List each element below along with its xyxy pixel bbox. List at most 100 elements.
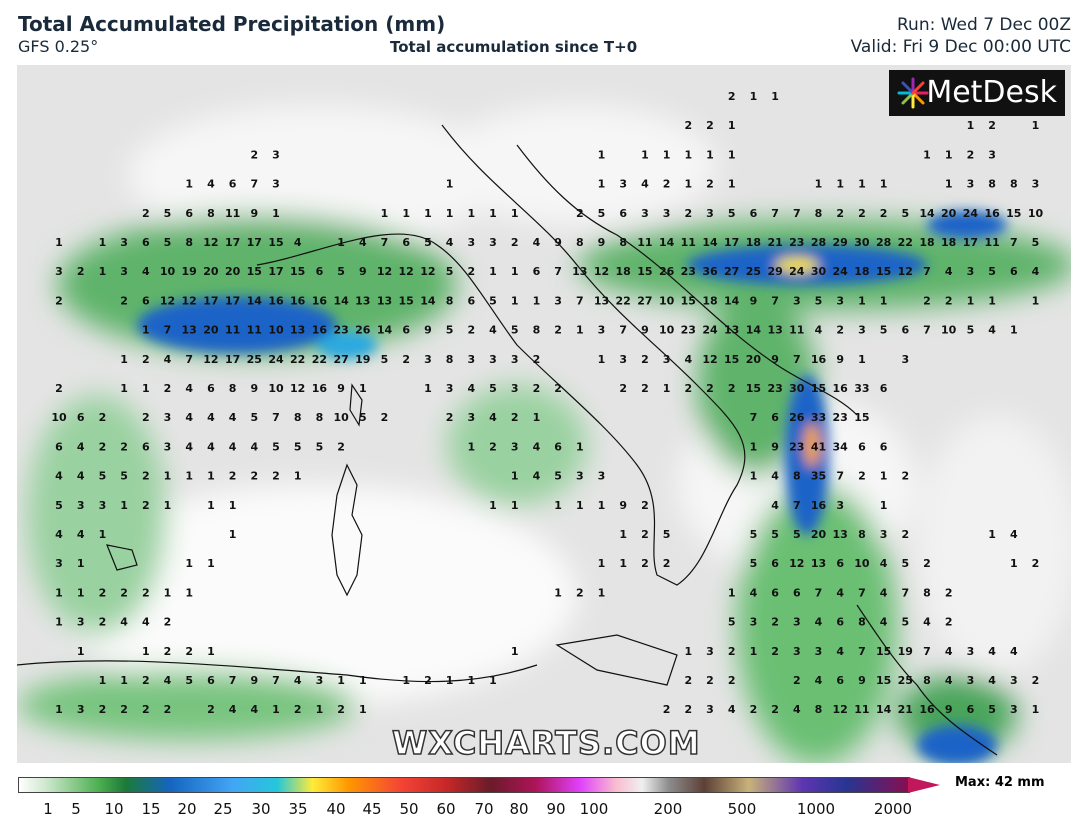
grid-value: 4 [945, 645, 953, 658]
grid-value: 1 [576, 499, 584, 512]
grid-value: 13 [594, 294, 609, 307]
grid-value: 7 [619, 324, 627, 337]
grid-value: 4 [1010, 645, 1018, 658]
grid-value: 6 [619, 207, 627, 220]
colorbar-label: 200 [653, 800, 683, 818]
grid-value: 9 [771, 440, 779, 453]
grid-value: 20 [225, 265, 241, 278]
grid-value: 2 [706, 382, 714, 395]
grid-value: 3 [967, 265, 975, 278]
grid-value: 14 [724, 294, 740, 307]
grid-value: 3 [120, 236, 128, 249]
grid-value: 13 [290, 324, 305, 337]
grid-value: 2 [641, 353, 649, 366]
grid-value: 1 [663, 382, 671, 395]
grid-value: 3 [706, 645, 714, 658]
grid-value: 1 [316, 703, 324, 716]
grid-value: 6 [836, 557, 844, 570]
grid-value: 3 [77, 703, 85, 716]
grid-value: 8 [923, 674, 931, 687]
grid-value: 15 [876, 645, 891, 658]
grid-value: 9 [619, 499, 627, 512]
grid-value: 8 [988, 178, 996, 191]
grid-value: 1 [120, 382, 128, 395]
grid-value: 2 [923, 557, 931, 570]
max-label: Max: 42 mm [955, 775, 1045, 790]
grid-value: 1 [554, 499, 562, 512]
grid-value: 17 [963, 236, 978, 249]
grid-value: 2 [663, 703, 671, 716]
grid-value: 1 [77, 557, 85, 570]
grid-value: 1 [359, 703, 367, 716]
grid-value: 4 [641, 178, 649, 191]
grid-value: 18 [919, 236, 934, 249]
grid-value: 4 [815, 674, 823, 687]
grid-value: 3 [641, 207, 649, 220]
grid-value: 4 [55, 470, 63, 483]
grid-value: 2 [619, 382, 627, 395]
grid-value: 13 [811, 557, 826, 570]
grid-value: 1 [185, 178, 193, 191]
grid-value: 12 [702, 353, 717, 366]
grid-value: 9 [836, 353, 844, 366]
colorbar-label: 500 [727, 800, 757, 818]
grid-value: 18 [941, 236, 956, 249]
grid-value: 3 [619, 178, 627, 191]
grid-value: 6 [142, 294, 150, 307]
grid-value: 1 [489, 265, 497, 278]
grid-value: 1 [511, 265, 519, 278]
grid-value: 1 [55, 586, 63, 599]
grid-value: 6 [793, 586, 801, 599]
grid-value: 2 [706, 674, 714, 687]
grid-value: 17 [225, 294, 240, 307]
grid-value: 1 [880, 499, 888, 512]
grid-value: 16 [833, 382, 849, 395]
grid-value: 3 [164, 411, 172, 424]
grid-value: 5 [164, 207, 172, 220]
grid-value: 19 [898, 645, 913, 658]
grid-value: 9 [598, 236, 606, 249]
grid-value: 2 [1032, 674, 1040, 687]
grid-value: 8 [185, 236, 193, 249]
grid-value: 4 [815, 616, 823, 629]
grid-value: 4 [923, 616, 931, 629]
grid-value: 15 [1006, 207, 1021, 220]
grid-value: 1 [272, 207, 280, 220]
grid-value: 1 [988, 528, 996, 541]
grid-value: 6 [142, 236, 150, 249]
grid-value: 1 [511, 207, 519, 220]
grid-value: 1 [728, 119, 736, 132]
grid-value: 5 [598, 207, 606, 220]
grid-value: 5 [880, 324, 888, 337]
grid-value: 9 [750, 294, 758, 307]
grid-value: 2 [164, 382, 172, 395]
grid-value: 15 [290, 265, 305, 278]
grid-value: 1 [77, 586, 85, 599]
grid-value: 1 [880, 470, 888, 483]
grid-value: 14 [702, 236, 718, 249]
grid-value: 1 [728, 148, 736, 161]
grid-value: 1 [598, 353, 606, 366]
grid-value: 6 [836, 674, 844, 687]
grid-value: 8 [858, 528, 866, 541]
grid-value: 5 [728, 207, 736, 220]
grid-value: 1 [728, 586, 736, 599]
grid-value: 13 [377, 294, 392, 307]
grid-value: 18 [616, 265, 631, 278]
grid-value: 3 [446, 382, 454, 395]
run-time: Run: Wed 7 Dec 00Z [897, 15, 1071, 35]
grid-value: 4 [164, 674, 172, 687]
grid-value: 2 [771, 645, 779, 658]
grid-value: 2 [164, 703, 172, 716]
grid-value: 22 [312, 353, 327, 366]
grid-value: 1 [120, 499, 128, 512]
grid-value: 2 [728, 645, 736, 658]
grid-value: 2 [272, 470, 280, 483]
grid-value: 2 [511, 411, 519, 424]
grid-value: 5 [272, 440, 280, 453]
grid-value: 23 [789, 440, 804, 453]
grid-value: 1 [164, 499, 172, 512]
grid-value: 7 [272, 411, 280, 424]
grid-value: 2 [120, 294, 128, 307]
grid-value: 1 [489, 674, 497, 687]
